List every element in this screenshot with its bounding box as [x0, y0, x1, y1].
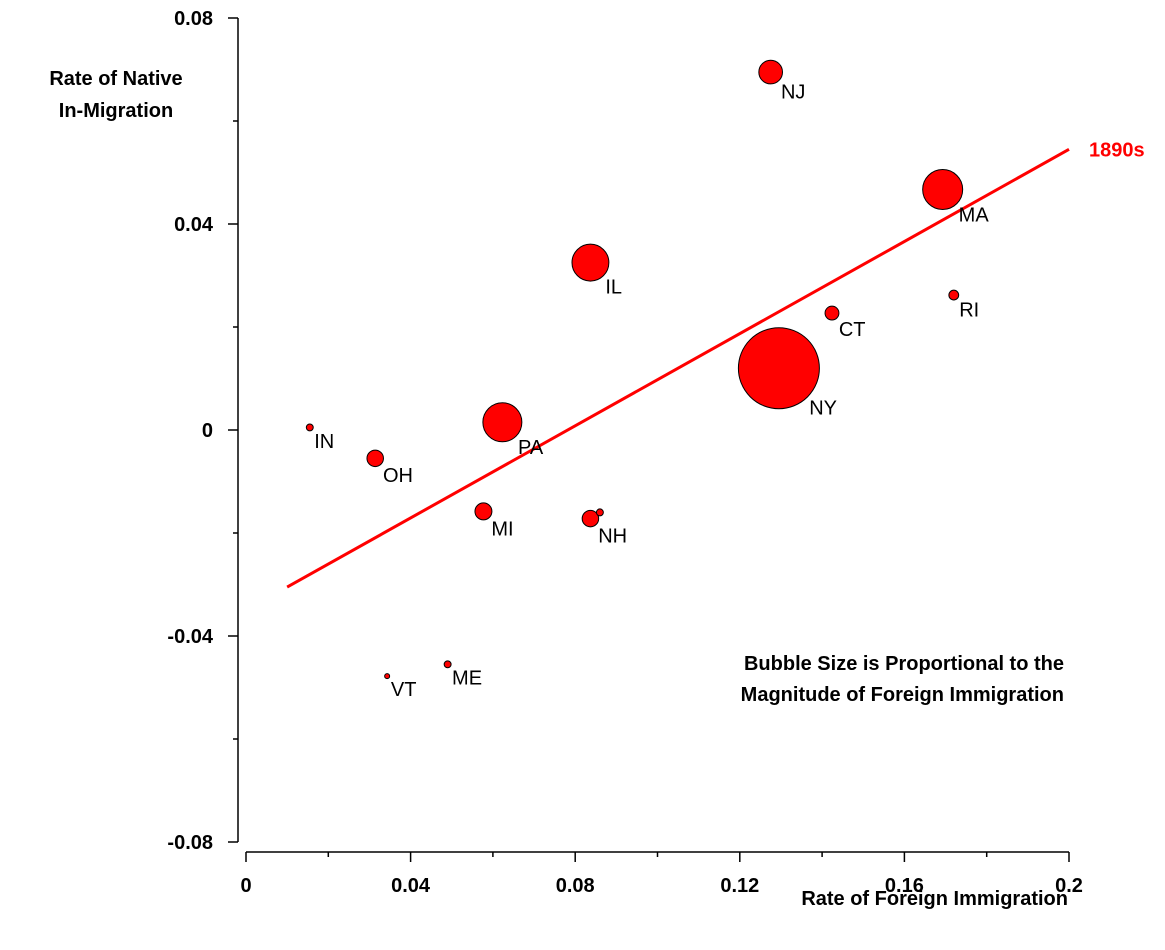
bubble [305, 423, 314, 432]
bubble [581, 509, 600, 528]
y-axis-label-line-1: Rate of Native [49, 68, 182, 90]
x-tick-label: 0.2 [1055, 875, 1083, 897]
point-label: NJ [781, 81, 805, 103]
point-label: OH [383, 465, 413, 487]
y-tick-label: -0.04 [167, 626, 213, 648]
point-label: VT [391, 679, 417, 701]
trendline-label: 1890s [1089, 139, 1145, 161]
bubble [824, 305, 840, 321]
trendline-group: 1890s [286, 139, 1145, 589]
point-label: RI [959, 299, 979, 321]
axes: 0.08 0.04 0 -0.04 -0.08 0 0.04 0.08 0.12 0.16 0.2 [167, 8, 1083, 897]
bubble [758, 59, 783, 85]
y-tick-label: 0.04 [174, 214, 214, 236]
point-labels-group: NJ MA IL RI CT NY PA IN OH MI NH ME VT [314, 81, 989, 701]
y-axis-label-line-2: In-Migration [59, 100, 173, 122]
bubble [948, 289, 960, 301]
point-label: IN [314, 431, 334, 453]
x-axis-label: Rate of Foreign Immigration [801, 888, 1068, 910]
y-tick-label: 0 [202, 420, 213, 442]
y-tick-label: -0.08 [167, 832, 213, 854]
x-tick-label: 0 [240, 875, 251, 897]
bubble [595, 508, 604, 517]
trendline [286, 148, 1070, 589]
point-label: MA [959, 204, 990, 226]
point-label: NH [598, 525, 627, 547]
x-tick-label: 0.04 [391, 875, 431, 897]
point-label: IL [605, 277, 622, 299]
point-label: ME [452, 668, 482, 690]
bubbles-group [305, 59, 964, 680]
y-tick-label: 0.08 [174, 8, 213, 30]
bubble [443, 660, 452, 669]
annotation-line-1: Bubble Size is Proportional to the [744, 653, 1064, 675]
point-label: PA [518, 437, 544, 459]
bubble [922, 168, 964, 210]
point-label: NY [809, 398, 837, 420]
x-tick-label: 0.12 [720, 875, 759, 897]
point-label: MI [491, 518, 513, 540]
bubble [384, 673, 391, 680]
point-label: CT [839, 319, 866, 341]
annotation-line-2: Magnitude of Foreign Immigration [741, 684, 1064, 706]
bubble [737, 327, 820, 410]
bubble [366, 449, 384, 468]
bubble [474, 502, 493, 521]
bubble [482, 402, 523, 443]
x-tick-label: 0.16 [885, 875, 924, 897]
x-tick-label: 0.08 [556, 875, 595, 897]
bubble [571, 243, 610, 282]
